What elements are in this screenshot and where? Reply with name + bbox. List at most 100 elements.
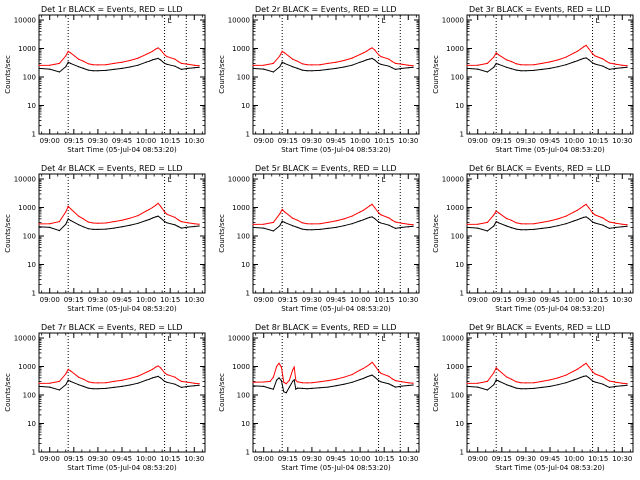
x-tick-label: 09:15 bbox=[64, 296, 84, 304]
events-data-point bbox=[466, 226, 468, 228]
x-tick-label: 10:15 bbox=[160, 296, 180, 304]
lld-data-point bbox=[588, 206, 590, 209]
events-data-point bbox=[371, 216, 373, 218]
y-axis-label: Counts/sec bbox=[218, 55, 226, 94]
events-data-point bbox=[166, 63, 168, 65]
lld-data-point bbox=[78, 376, 80, 378]
time-marker-label: L bbox=[382, 176, 386, 184]
x-tick-label: 09:30 bbox=[516, 137, 536, 145]
lld-data-point bbox=[541, 62, 543, 64]
events-data-point bbox=[58, 230, 61, 232]
lld-data-point bbox=[362, 367, 364, 370]
events-series-line bbox=[38, 215, 200, 232]
plot-frame bbox=[466, 332, 634, 453]
events-data-point bbox=[92, 388, 94, 390]
y-tick-label: 10 bbox=[455, 261, 464, 269]
lld-data-point bbox=[371, 361, 373, 363]
x-tick-label: 10:15 bbox=[374, 455, 394, 463]
panel-title: Det 2r BLACK = Events, RED = LLD bbox=[255, 5, 397, 14]
events-data-point bbox=[160, 217, 162, 219]
lld-data-point bbox=[306, 64, 308, 66]
lld-data-point bbox=[365, 207, 368, 209]
events-data-point bbox=[602, 65, 604, 67]
events-data-point bbox=[180, 227, 182, 229]
y-tick-label: 1000 bbox=[18, 45, 36, 53]
lld-data-point bbox=[148, 52, 150, 54]
lld-data-point bbox=[515, 222, 517, 224]
events-data-point bbox=[362, 60, 364, 62]
events-data-point bbox=[391, 384, 393, 387]
events-data-point bbox=[486, 71, 488, 73]
events-data-point bbox=[565, 64, 567, 66]
x-tick-label: 09:00 bbox=[254, 455, 274, 463]
lld-data-point bbox=[58, 380, 61, 382]
events-data-point bbox=[412, 225, 414, 227]
events-data-point bbox=[145, 61, 147, 63]
lld-data-point bbox=[412, 65, 414, 67]
lld-data-point bbox=[506, 59, 508, 61]
lld-data-point bbox=[592, 371, 594, 373]
lld-data-point bbox=[92, 382, 94, 384]
x-tick-label: 10:15 bbox=[588, 455, 608, 463]
plot-frame bbox=[252, 14, 420, 135]
events-data-point bbox=[388, 224, 390, 226]
x-axis-label: Start Time (05-Jul-04 08:53:20) bbox=[67, 305, 177, 313]
x-tick-label: 09:30 bbox=[302, 455, 322, 463]
events-data-point bbox=[541, 227, 543, 229]
lld-data-point bbox=[137, 215, 139, 217]
events-data-point bbox=[401, 385, 403, 387]
lld-data-point bbox=[362, 52, 364, 54]
y-tick-label: 10000 bbox=[228, 17, 250, 25]
lld-data-point bbox=[615, 381, 617, 383]
events-data-point bbox=[362, 219, 364, 221]
lld-data-point bbox=[592, 53, 594, 55]
y-tick-label: 1 bbox=[32, 290, 36, 298]
lld-data-point bbox=[180, 380, 182, 382]
y-tick-label: 10 bbox=[27, 102, 36, 110]
y-tick-label: 10000 bbox=[228, 335, 250, 343]
x-tick-label: 09:15 bbox=[278, 296, 298, 304]
lld-data-point bbox=[92, 64, 94, 66]
lld-data-point bbox=[394, 62, 396, 64]
events-data-point bbox=[594, 381, 596, 383]
events-data-point bbox=[180, 386, 182, 388]
events-data-point bbox=[49, 386, 51, 388]
lld-data-point bbox=[65, 373, 67, 375]
events-series-line bbox=[38, 375, 200, 391]
events-data-point bbox=[592, 62, 594, 64]
events-data-point bbox=[506, 384, 508, 386]
x-tick-label: 09:15 bbox=[278, 455, 298, 463]
y-tick-label: 10000 bbox=[442, 176, 464, 184]
events-data-point bbox=[515, 387, 517, 389]
lld-data-point bbox=[78, 215, 80, 217]
events-series-line bbox=[466, 216, 628, 232]
y-axis-label: Counts/sec bbox=[218, 214, 226, 253]
events-data-point bbox=[359, 378, 361, 381]
events-data-point bbox=[38, 67, 40, 69]
lld-data-point bbox=[151, 50, 154, 52]
events-data-point bbox=[371, 57, 373, 60]
x-tick-label: 10:30 bbox=[398, 455, 418, 463]
events-data-point bbox=[378, 221, 380, 223]
events-data-point bbox=[549, 67, 551, 69]
plot-frame bbox=[38, 14, 206, 135]
x-axis-label: Start Time (05-Jul-04 08:53:20) bbox=[281, 464, 391, 472]
lld-data-point bbox=[198, 65, 200, 67]
events-data-point bbox=[585, 216, 587, 218]
events-data-point bbox=[495, 379, 497, 381]
lld-data-point bbox=[525, 382, 527, 384]
events-data-point bbox=[67, 218, 69, 220]
lld-data-point bbox=[105, 222, 107, 224]
lld-data-point bbox=[493, 214, 495, 216]
events-data-point bbox=[565, 382, 567, 384]
events-data-point bbox=[391, 226, 393, 228]
lld-data-point bbox=[263, 381, 265, 383]
events-data-point bbox=[608, 68, 611, 70]
events-data-point bbox=[557, 225, 559, 227]
lld-data-point bbox=[319, 381, 321, 383]
lld-data-point bbox=[252, 223, 254, 225]
lld-data-point bbox=[615, 222, 617, 224]
lld-series-line bbox=[466, 44, 628, 67]
events-data-point bbox=[477, 386, 479, 388]
